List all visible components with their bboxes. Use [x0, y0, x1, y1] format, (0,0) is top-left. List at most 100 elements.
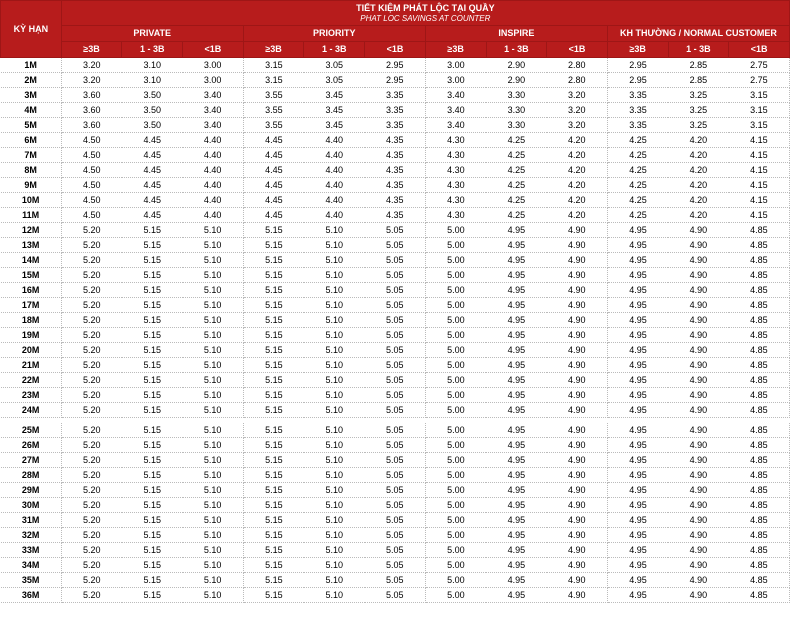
- rate-cell: 4.90: [668, 528, 729, 543]
- rate-cell: 5.15: [243, 402, 304, 417]
- term-cell: 12M: [1, 222, 62, 237]
- rate-cell: 3.20: [547, 117, 608, 132]
- rate-cell: 4.90: [547, 252, 608, 267]
- table-row: 9M4.504.454.404.454.404.354.304.254.204.…: [1, 177, 790, 192]
- rate-cell: 5.10: [304, 423, 365, 438]
- tier-header: ≥3B: [425, 42, 486, 58]
- rate-cell: 5.10: [183, 327, 244, 342]
- table-body: 1M3.203.103.003.153.052.953.002.902.802.…: [1, 57, 790, 603]
- rate-cell: 2.95: [365, 72, 426, 87]
- rate-cell: 2.95: [365, 57, 426, 72]
- rate-cell: 4.40: [183, 132, 244, 147]
- rate-cell: 3.25: [668, 117, 729, 132]
- term-cell: 4M: [1, 102, 62, 117]
- rate-cell: 5.20: [61, 342, 122, 357]
- rate-cell: 4.85: [729, 558, 790, 573]
- rate-cell: 4.85: [729, 267, 790, 282]
- rate-cell: 5.00: [425, 237, 486, 252]
- table-row: 10M4.504.454.404.454.404.354.304.254.204…: [1, 192, 790, 207]
- rate-cell: 4.95: [486, 282, 547, 297]
- rate-cell: 3.15: [729, 102, 790, 117]
- rate-cell: 5.10: [304, 438, 365, 453]
- rate-cell: 4.90: [547, 237, 608, 252]
- rate-cell: 4.90: [547, 423, 608, 438]
- rate-cell: 4.15: [729, 177, 790, 192]
- rate-cell: 4.40: [183, 162, 244, 177]
- rate-cell: 4.45: [243, 147, 304, 162]
- rate-cell: 5.05: [365, 297, 426, 312]
- rate-cell: 4.45: [122, 147, 183, 162]
- rate-cell: 5.10: [304, 453, 365, 468]
- rate-cell: 4.25: [486, 132, 547, 147]
- rate-cell: 4.30: [425, 147, 486, 162]
- rate-cell: 4.95: [607, 387, 668, 402]
- table-row: 4M3.603.503.403.553.453.353.403.303.203.…: [1, 102, 790, 117]
- rate-cell: 5.10: [304, 513, 365, 528]
- rate-cell: 4.15: [729, 207, 790, 222]
- rate-cell: 4.15: [729, 162, 790, 177]
- rate-cell: 4.95: [486, 297, 547, 312]
- rate-cell: 5.05: [365, 513, 426, 528]
- rate-cell: 4.90: [547, 468, 608, 483]
- rate-cell: 3.35: [365, 117, 426, 132]
- rate-cell: 4.90: [668, 372, 729, 387]
- tier-header: <1B: [547, 42, 608, 58]
- rate-cell: 4.85: [729, 312, 790, 327]
- rate-cell: 5.05: [365, 267, 426, 282]
- rate-cell: 4.95: [486, 327, 547, 342]
- rate-cell: 5.05: [365, 327, 426, 342]
- rate-cell: 4.40: [304, 147, 365, 162]
- rate-cell: 4.50: [61, 132, 122, 147]
- rate-cell: 4.20: [668, 162, 729, 177]
- rate-cell: 5.05: [365, 423, 426, 438]
- rate-cell: 4.40: [183, 147, 244, 162]
- rate-cell: 3.40: [425, 117, 486, 132]
- rate-cell: 5.20: [61, 528, 122, 543]
- rate-cell: 4.20: [547, 192, 608, 207]
- rate-cell: 4.85: [729, 342, 790, 357]
- rate-cell: 5.10: [183, 528, 244, 543]
- rate-cell: 4.90: [668, 438, 729, 453]
- rate-cell: 5.15: [122, 423, 183, 438]
- rate-cell: 5.15: [243, 513, 304, 528]
- rate-cell: 5.10: [183, 513, 244, 528]
- rate-cell: 5.10: [183, 282, 244, 297]
- rate-cell: 3.50: [122, 102, 183, 117]
- rate-cell: 5.20: [61, 297, 122, 312]
- table-row: 12M5.205.155.105.155.105.055.004.954.904…: [1, 222, 790, 237]
- rate-cell: 5.15: [243, 327, 304, 342]
- tier-header: 1 - 3B: [486, 42, 547, 58]
- rate-cell: 4.95: [486, 558, 547, 573]
- rate-cell: 4.90: [668, 402, 729, 417]
- rate-cell: 4.30: [425, 132, 486, 147]
- rate-cell: 2.90: [486, 72, 547, 87]
- rate-cell: 5.10: [183, 297, 244, 312]
- rate-cell: 4.85: [729, 222, 790, 237]
- rate-cell: 5.10: [183, 312, 244, 327]
- group-header-normal: KH THƯỜNG / NORMAL CUSTOMER: [607, 26, 789, 42]
- term-cell: 27M: [1, 453, 62, 468]
- rate-cell: 5.15: [243, 423, 304, 438]
- rate-cell: 5.00: [425, 468, 486, 483]
- rate-cell: 4.30: [425, 207, 486, 222]
- term-cell: 5M: [1, 117, 62, 132]
- rate-cell: 4.25: [607, 147, 668, 162]
- rate-cell: 5.20: [61, 222, 122, 237]
- rate-cell: 4.90: [547, 558, 608, 573]
- rate-cell: 4.40: [304, 162, 365, 177]
- rate-cell: 4.90: [668, 327, 729, 342]
- rate-cell: 5.20: [61, 513, 122, 528]
- rate-cell: 3.25: [668, 102, 729, 117]
- rate-cell: 5.05: [365, 282, 426, 297]
- rate-cell: 5.10: [304, 402, 365, 417]
- term-cell: 14M: [1, 252, 62, 267]
- rate-cell: 5.10: [304, 342, 365, 357]
- table-row: 29M5.205.155.105.155.105.055.004.954.904…: [1, 483, 790, 498]
- rate-cell: 4.25: [486, 147, 547, 162]
- tier-header: ≥3B: [243, 42, 304, 58]
- rate-cell: 5.20: [61, 282, 122, 297]
- rate-cell: 4.90: [668, 357, 729, 372]
- rate-cell: 3.15: [729, 87, 790, 102]
- rate-cell: 4.95: [486, 573, 547, 588]
- term-cell: 10M: [1, 192, 62, 207]
